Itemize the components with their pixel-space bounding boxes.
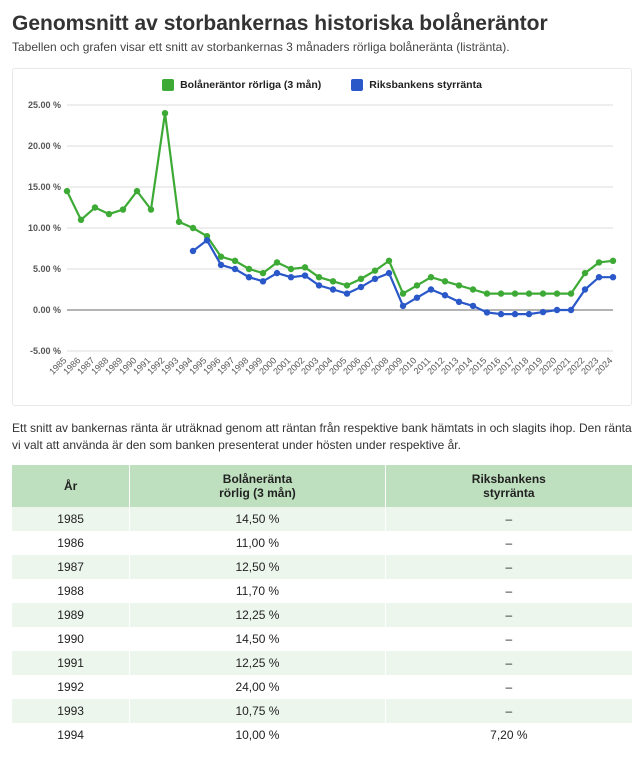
legend-item: Bolåneräntor rörliga (3 mån): [162, 79, 321, 91]
table-cell: –: [385, 675, 632, 699]
table-cell: 1994: [12, 723, 130, 747]
legend-swatch: [162, 79, 174, 91]
table-head: År Bolåneräntarörlig (3 mån) Riksbankens…: [12, 465, 632, 507]
chart-legend: Bolåneräntor rörliga (3 mån) Riksbankens…: [19, 79, 625, 91]
table-cell: 1987: [12, 555, 130, 579]
page-title: Genomsnitt av storbankernas historiska b…: [12, 12, 632, 36]
table-row: 198811,70 %–: [12, 579, 632, 603]
table-cell: 1986: [12, 531, 130, 555]
svg-text:0.00 %: 0.00 %: [33, 305, 61, 315]
table-body: 198514,50 %–198611,00 %–198712,50 %–1988…: [12, 507, 632, 747]
legend-label: Bolåneräntor rörliga (3 mån): [180, 79, 321, 91]
table-cell: –: [385, 627, 632, 651]
svg-text:15.00 %: 15.00 %: [28, 182, 61, 192]
table-cell: 1991: [12, 651, 130, 675]
table-cell: 7,20 %: [385, 723, 632, 747]
table-header: År: [12, 465, 130, 507]
data-table: År Bolåneräntarörlig (3 mån) Riksbankens…: [12, 465, 632, 747]
table-row: 198912,25 %–: [12, 603, 632, 627]
table-cell: 1990: [12, 627, 130, 651]
legend-label: Riksbankens styrränta: [369, 79, 482, 91]
table-row: 198514,50 %–: [12, 507, 632, 531]
svg-text:-5.00 %: -5.00 %: [30, 346, 61, 356]
page-subtitle: Tabellen och grafen visar ett snitt av s…: [12, 40, 632, 54]
legend-swatch: [351, 79, 363, 91]
table-cell: –: [385, 603, 632, 627]
table-cell: 1992: [12, 675, 130, 699]
svg-text:20.00 %: 20.00 %: [28, 141, 61, 151]
table-cell: –: [385, 507, 632, 531]
table-cell: 12,25 %: [130, 603, 385, 627]
svg-text:10.00 %: 10.00 %: [28, 223, 61, 233]
table-cell: 11,00 %: [130, 531, 385, 555]
table-row: 199410,00 %7,20 %: [12, 723, 632, 747]
table-row: 199014,50 %–: [12, 627, 632, 651]
line-chart: -5.00 % 0.00 % 5.00 % 10.00 % 15.00 % 20.00 %…: [19, 99, 625, 399]
table-cell: 14,50 %: [130, 627, 385, 651]
table-cell: –: [385, 555, 632, 579]
table-cell: 1985: [12, 507, 130, 531]
table-header: Riksbankensstyrränta: [385, 465, 632, 507]
table-cell: –: [385, 531, 632, 555]
table-cell: 10,00 %: [130, 723, 385, 747]
table-cell: 1989: [12, 603, 130, 627]
table-row: 198712,50 %–: [12, 555, 632, 579]
table-row: 199224,00 %–: [12, 675, 632, 699]
table-cell: –: [385, 651, 632, 675]
table-cell: 1988: [12, 579, 130, 603]
table-cell: 24,00 %: [130, 675, 385, 699]
table-cell: 14,50 %: [130, 507, 385, 531]
table-cell: –: [385, 579, 632, 603]
table-cell: 12,50 %: [130, 555, 385, 579]
table-cell: –: [385, 699, 632, 723]
table-cell: 11,70 %: [130, 579, 385, 603]
table-header: Bolåneräntarörlig (3 mån): [130, 465, 385, 507]
table-cell: 1993: [12, 699, 130, 723]
svg-text:25.00 %: 25.00 %: [28, 100, 61, 110]
table-row: 198611,00 %–: [12, 531, 632, 555]
chart-container: Bolåneräntor rörliga (3 mån) Riksbankens…: [12, 68, 632, 406]
svg-text:5.00 %: 5.00 %: [33, 264, 61, 274]
legend-item: Riksbankens styrränta: [351, 79, 482, 91]
table-row: 199310,75 %–: [12, 699, 632, 723]
table-row: 199112,25 %–: [12, 651, 632, 675]
table-cell: 10,75 %: [130, 699, 385, 723]
chart-note: Ett snitt av bankernas ränta är uträknad…: [12, 420, 632, 455]
table-cell: 12,25 %: [130, 651, 385, 675]
